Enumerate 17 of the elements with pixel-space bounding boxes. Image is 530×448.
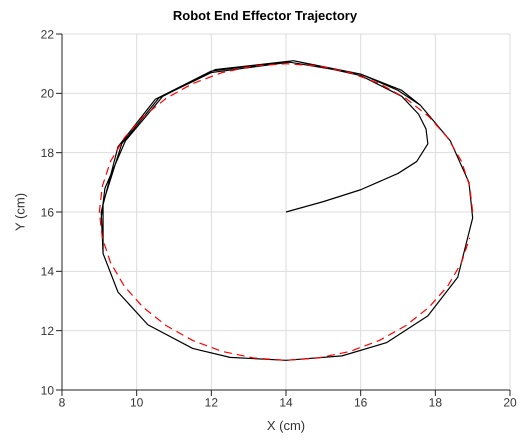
y-tick-label: 12 xyxy=(40,324,54,338)
chart-title: Robot End Effector Trajectory xyxy=(172,8,358,24)
x-tick-label: 20 xyxy=(503,396,517,410)
y-tick-label: 10 xyxy=(40,383,54,398)
x-tick-label: 16 xyxy=(354,396,368,410)
x-tick-label: 10 xyxy=(130,396,144,410)
y-tick-label: 22 xyxy=(40,27,54,42)
y-axis-title: Y (cm) xyxy=(12,192,28,232)
x-tick-label: 14 xyxy=(279,396,293,410)
y-tick-label: 18 xyxy=(40,146,54,160)
x-tick-label: 18 xyxy=(428,396,442,410)
x-tick-label: 12 xyxy=(204,396,218,410)
y-tick-label: 14 xyxy=(40,264,54,279)
y-tick-label: 20 xyxy=(40,86,54,101)
x-tick-label: 8 xyxy=(58,396,66,410)
y-tick-label: 16 xyxy=(40,205,54,220)
x-axis-title: X (cm) xyxy=(266,418,306,433)
